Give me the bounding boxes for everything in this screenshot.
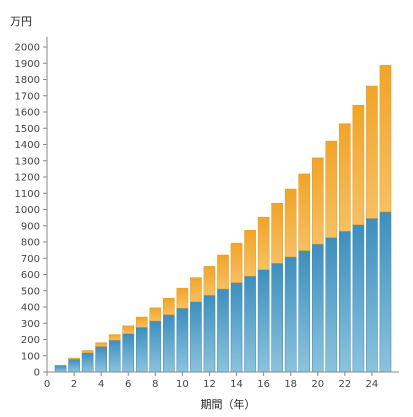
bar-segment-1[interactable] [339, 231, 351, 373]
bar-segment-2[interactable] [379, 65, 392, 213]
bar-segment-2[interactable] [298, 173, 311, 251]
bar-segment-2[interactable] [108, 334, 121, 341]
y-tick-label: 1100 [15, 189, 40, 200]
y-tick-label: 2000 [15, 43, 40, 54]
bar-segment-2[interactable] [284, 188, 297, 258]
y-tick-label: 1000 [15, 205, 40, 216]
x-tick-label: 22 [338, 379, 351, 390]
bar-segment-1[interactable] [81, 352, 94, 373]
bar-segment-2[interactable] [203, 266, 216, 296]
x-tick-label: 6 [125, 379, 131, 390]
x-tick-label: 0 [44, 379, 50, 390]
x-tick-label: 4 [98, 379, 104, 390]
y-tick-label: 600 [21, 270, 40, 281]
bar-segment-1[interactable] [311, 243, 324, 373]
bar-segment-1[interactable] [217, 288, 229, 373]
y-tick-label: 300 [21, 319, 40, 330]
x-axis: 0 2 4 6 8 10 12 14 16 18 20 22 24 [44, 372, 378, 390]
bar-segment-2[interactable] [163, 297, 175, 315]
bar-segment-1[interactable] [176, 308, 189, 373]
y-axis: 0 100 200 300 400 500 600 700 800 900 1000 1100 1200… [15, 43, 47, 379]
bar-segment-2[interactable] [176, 287, 189, 309]
y-tick-label: 1800 [15, 75, 40, 86]
y-tick-label: 1900 [15, 59, 40, 70]
bar-segment-1[interactable] [284, 256, 297, 373]
bar-segment-2[interactable] [81, 350, 94, 354]
bar-segment-1[interactable] [325, 237, 338, 373]
x-tick-label: 10 [176, 379, 189, 390]
bar-segment-1[interactable] [244, 275, 256, 373]
x-axis-title: 期間（年） [201, 397, 256, 411]
y-tick-label: 200 [21, 335, 40, 346]
x-tick-label: 12 [203, 379, 216, 390]
bar-segment-1[interactable] [122, 333, 135, 373]
x-tick-label: 8 [152, 379, 158, 390]
bar-segment-2[interactable] [366, 85, 378, 219]
y-tick-label: 0 [34, 368, 40, 379]
bar-segment-1[interactable] [257, 269, 270, 373]
bar-segment-2[interactable] [190, 277, 202, 303]
bar-segment-2[interactable] [95, 342, 107, 347]
bar-segment-1[interactable] [190, 301, 202, 373]
y-axis-title: 万円 [10, 15, 32, 28]
bar-segment-2[interactable] [244, 230, 256, 277]
bar-segment-2[interactable] [230, 242, 243, 283]
bar-segment-2[interactable] [352, 104, 365, 226]
bar-segment-1[interactable] [68, 358, 80, 373]
y-tick-label: 1700 [15, 91, 40, 102]
y-tick-label: 800 [21, 238, 40, 249]
bar-segment-1[interactable] [298, 250, 311, 373]
bar-segment-1[interactable] [271, 263, 283, 373]
bar-segment-1[interactable] [108, 339, 121, 373]
bar-segment-2[interactable] [257, 216, 270, 270]
bar-segment-1[interactable] [230, 282, 243, 373]
bar-segment-2[interactable] [122, 325, 135, 334]
x-tick-label: 24 [366, 379, 379, 390]
bar-segment-2[interactable] [325, 140, 338, 238]
y-tick-label: 900 [21, 221, 40, 232]
x-tick-label: 2 [71, 379, 77, 390]
y-tick-label: 400 [21, 303, 40, 314]
x-tick-label: 20 [311, 379, 324, 390]
y-tick-label: 1400 [15, 140, 40, 151]
y-tick-label: 1500 [15, 124, 40, 135]
y-tick-label: 1600 [15, 108, 40, 119]
bar-segment-2[interactable] [271, 203, 283, 264]
y-tick-label: 100 [21, 351, 40, 362]
bar-segment-2[interactable] [135, 316, 148, 328]
y-tick-label: 700 [21, 254, 40, 265]
y-tick-label: 1200 [15, 173, 40, 184]
bar-segment-1[interactable] [135, 327, 148, 373]
bar-segment-2[interactable] [217, 254, 229, 290]
bar-segment-1[interactable] [54, 365, 67, 373]
x-tick-label: 14 [230, 379, 243, 390]
bar-segment-2[interactable] [68, 357, 80, 360]
bar-segment-1[interactable] [95, 346, 107, 373]
bar-segment-1[interactable] [352, 224, 365, 373]
bar-segment-1[interactable] [149, 320, 162, 373]
bar-segment-2[interactable] [339, 123, 351, 232]
bar-segment-1[interactable] [379, 211, 392, 373]
bars [54, 65, 392, 373]
x-tick-label: 16 [257, 379, 270, 390]
bar-segment-2[interactable] [149, 307, 162, 322]
bar-segment-1[interactable] [366, 218, 378, 373]
y-tick-label: 1300 [15, 156, 40, 167]
y-tick-label: 500 [21, 286, 40, 297]
bar-segment-1[interactable] [163, 314, 175, 373]
x-tick-label: 18 [284, 379, 297, 390]
bar-segment-2[interactable] [311, 157, 324, 245]
bar-segment-1[interactable] [203, 295, 216, 373]
